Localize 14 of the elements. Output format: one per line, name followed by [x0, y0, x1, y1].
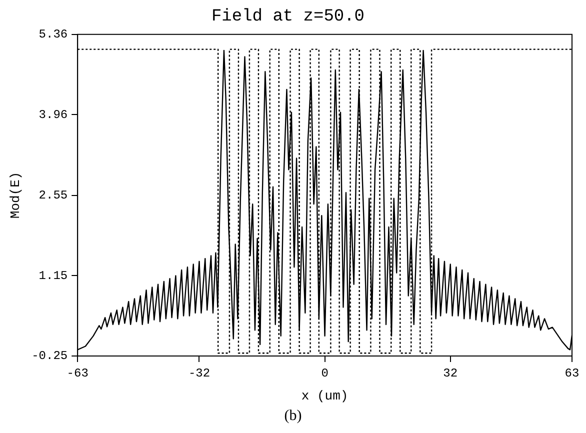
y-tick-label: 2.55: [38, 188, 68, 203]
x-tick-label: 63: [564, 366, 580, 380]
x-axis-title: x (um): [301, 388, 348, 404]
x-tick-label: -32: [188, 366, 210, 380]
chart-title: Field at z=50.0: [211, 8, 365, 27]
y-tick-label: -0.25: [32, 349, 68, 364]
y-tick-label: 5.36: [38, 28, 68, 42]
y-tick-label: 3.96: [38, 108, 68, 122]
y-tick-label: 1.15: [38, 268, 68, 283]
y-axis-title: Mod(E): [8, 172, 24, 219]
x-tick-label: 0: [321, 366, 328, 380]
x-tick-label: 32: [443, 366, 458, 380]
text: (b): [283, 408, 303, 425]
x-tick-label: -63: [66, 366, 88, 380]
